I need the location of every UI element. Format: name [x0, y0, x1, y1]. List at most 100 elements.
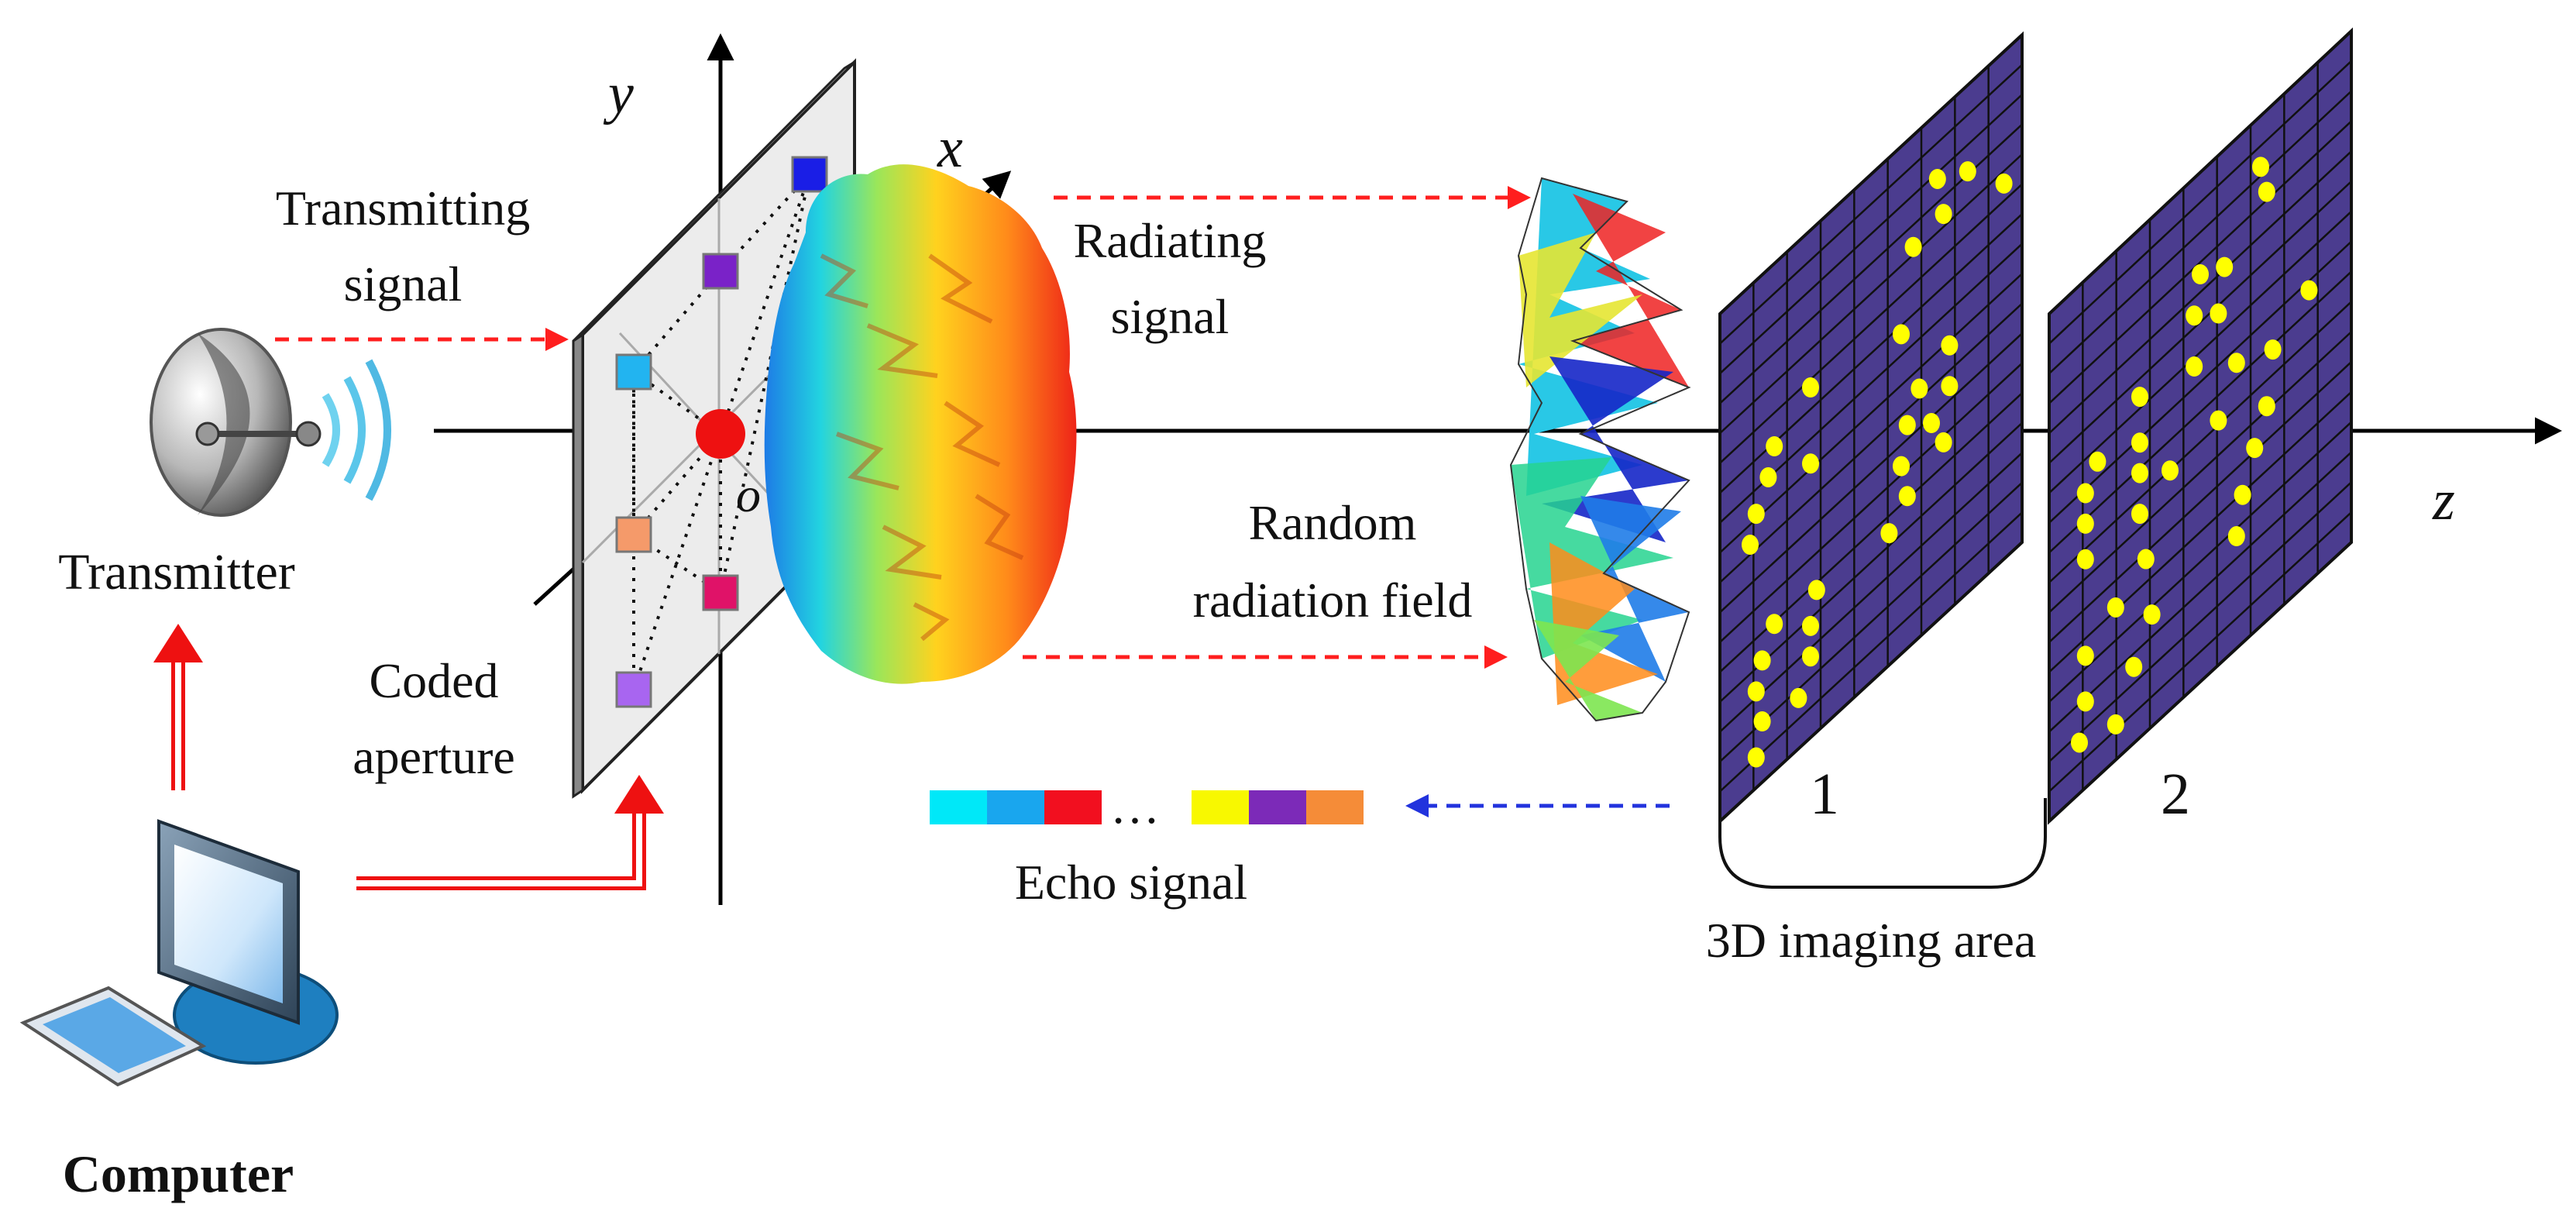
- field-fragment: [1534, 620, 1642, 721]
- target-dot: [2210, 410, 2227, 431]
- target-dot: [1790, 687, 1807, 708]
- target-dot: [1807, 580, 1825, 600]
- target-dot: [2192, 264, 2209, 284]
- target-dot: [2076, 549, 2094, 569]
- element-left-mid: [615, 353, 652, 391]
- grid-line: [1719, 94, 2023, 374]
- control-arrowhead: [153, 624, 203, 662]
- imaging-area-bracket: [1718, 798, 2047, 889]
- echo-signal-swatches: [930, 790, 1364, 824]
- target-dot: [2234, 484, 2251, 505]
- grid-line: [1719, 183, 2023, 464]
- target-dot: [1928, 168, 1946, 189]
- grid-line: [2048, 211, 2352, 494]
- target-dot: [2107, 597, 2124, 618]
- z-axis-label: z: [2432, 469, 2455, 532]
- target-dot: [2264, 339, 2282, 360]
- radiation-blob: [764, 164, 1077, 684]
- control-lines: [153, 624, 664, 890]
- target-dot: [1802, 646, 1819, 667]
- keyboard-keys: [43, 997, 186, 1073]
- control-arrowhead: [614, 775, 664, 814]
- target-dot: [1959, 161, 1976, 182]
- grid-line: [1719, 64, 2023, 345]
- target-dot: [2071, 732, 2088, 753]
- target-dot: [2162, 460, 2179, 481]
- grid-line: [2048, 451, 2352, 733]
- plane-2-label: 2: [2161, 762, 2190, 827]
- echo-swatch: [930, 790, 987, 824]
- grid-line: [1719, 302, 2023, 583]
- target-dot: [2210, 303, 2227, 324]
- echo-swatch: [1044, 790, 1102, 824]
- field-fragment: [1518, 232, 1642, 387]
- target-dot: [2227, 526, 2245, 547]
- echo-swatch: [1306, 790, 1364, 824]
- target-dot: [2252, 157, 2269, 177]
- computer-label: Computer: [63, 1144, 294, 1203]
- desktop-computer-icon: [19, 819, 339, 1087]
- element-top-right: [791, 156, 828, 193]
- monitor-screen: [174, 845, 283, 1003]
- imaging-plane-2: [2048, 27, 2353, 825]
- target-dot: [2143, 604, 2161, 625]
- target-dot: [1880, 523, 1898, 544]
- target-dot: [1995, 173, 2013, 194]
- radiating-signal-label: Radiating: [1074, 213, 1267, 268]
- aperture-top-edge: [572, 60, 856, 342]
- origin-label: o: [736, 467, 761, 522]
- control-line-to-aperture: [356, 810, 646, 890]
- target-dot: [2246, 438, 2264, 459]
- echo-swatch: [987, 790, 1044, 824]
- echo-signal-label: Echo signal: [1015, 855, 1247, 910]
- target-dot: [2131, 387, 2148, 408]
- target-dot: [2131, 504, 2148, 525]
- random-radiation-label: Random: [1249, 495, 1417, 550]
- grid-line: [1719, 511, 2023, 793]
- grid-line: [2048, 331, 2352, 614]
- target-dot: [2076, 513, 2094, 534]
- grid-line: [1719, 422, 2023, 703]
- grid-line: [2048, 481, 2352, 762]
- grid-line: [1719, 273, 2023, 554]
- target-dot: [1753, 711, 1771, 731]
- target-dot: [1935, 432, 1952, 452]
- wave-arc: [343, 376, 366, 484]
- aperture-edge: [572, 332, 584, 799]
- target-dot: [2076, 691, 2094, 712]
- grid-line: [1719, 153, 2023, 435]
- radiation-beam: [764, 164, 1077, 684]
- grid-line: [1719, 332, 2023, 614]
- target-dot: [1935, 204, 1952, 225]
- element-bottom-left: [615, 671, 652, 708]
- transmitting-signal-label: Transmitting: [276, 181, 530, 236]
- dish-hub: [195, 422, 220, 446]
- grid-line: [2048, 421, 2352, 703]
- target-dot: [1753, 650, 1771, 671]
- target-dot: [1759, 466, 1777, 487]
- wave-arc: [322, 393, 340, 467]
- grid-line: [2048, 120, 2352, 404]
- plane-1-label: 1: [1810, 762, 1839, 827]
- target-dot: [2131, 463, 2148, 483]
- grid-line: [2048, 511, 2352, 793]
- target-dot: [1747, 504, 1765, 525]
- target-dot: [1923, 413, 1940, 433]
- target-dot: [1941, 335, 1959, 356]
- control-line-to-aperture: [356, 810, 642, 886]
- grid-line: [1719, 362, 2023, 643]
- transmitting-signal-label: signal: [344, 256, 463, 311]
- element-upper-mid: [702, 253, 739, 290]
- target-dot: [1766, 614, 1783, 635]
- dish-body: [150, 328, 292, 517]
- target-dot: [2258, 181, 2275, 202]
- grid-line: [2048, 60, 2352, 345]
- target-dot: [2186, 356, 2203, 377]
- target-dot: [1747, 747, 1765, 768]
- dish-feed-tip: [295, 421, 322, 447]
- target-dot: [1941, 376, 1959, 397]
- target-dot: [1904, 236, 1922, 257]
- target-dot: [1802, 377, 1819, 398]
- echo-swatch: [1249, 790, 1306, 824]
